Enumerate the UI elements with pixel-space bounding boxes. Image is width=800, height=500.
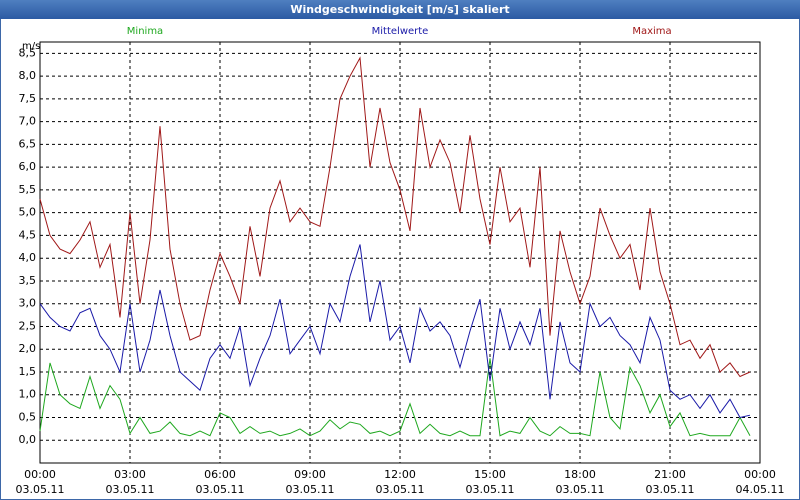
y-tick-label: 2,5 xyxy=(19,319,37,332)
x-tick-label: 12:00 xyxy=(384,468,416,481)
x-tick-label: 21:00 xyxy=(654,468,686,481)
y-tick-label: 6,5 xyxy=(19,137,37,150)
x-tick-date: 03.05.11 xyxy=(16,483,65,496)
y-tick-label: 2,0 xyxy=(19,342,37,355)
x-tick-label: 18:00 xyxy=(564,468,596,481)
y-tick-label: 0,0 xyxy=(19,433,37,446)
x-tick-date: 03.05.11 xyxy=(106,483,155,496)
series-line xyxy=(39,56,751,378)
x-tick-date: 03.05.11 xyxy=(466,483,515,496)
y-tick-label: 7,5 xyxy=(19,92,37,105)
y-tick-label: 8,5 xyxy=(19,46,37,59)
legend-entry: Minima xyxy=(127,26,163,37)
x-tick-date: 03.05.11 xyxy=(376,483,425,496)
x-tick-label: 00:00 xyxy=(24,468,56,481)
x-tick-date: 03.05.11 xyxy=(286,483,335,496)
x-tick-label: 03:00 xyxy=(114,468,146,481)
x-tick-label: 06:00 xyxy=(204,468,236,481)
x-tick-label: 09:00 xyxy=(294,468,326,481)
y-tick-label: 7,0 xyxy=(19,115,37,128)
y-tick-label: 4,5 xyxy=(19,228,37,241)
x-tick-label: 15:00 xyxy=(474,468,506,481)
chart-title: Windgeschwindigkeit [m/s] skaliert xyxy=(290,3,509,16)
x-tick-label: 00:00 xyxy=(744,468,776,481)
title-bar xyxy=(0,0,800,19)
series-line xyxy=(39,244,751,419)
y-tick-label: 0,5 xyxy=(19,410,37,423)
y-tick-label: 5,5 xyxy=(19,183,37,196)
x-tick-date: 03.05.11 xyxy=(556,483,605,496)
y-tick-label: 3,5 xyxy=(19,274,37,287)
y-tick-label: 8,0 xyxy=(19,69,37,82)
legend-entry: Mittelwerte xyxy=(372,26,429,37)
y-tick-label: 5,0 xyxy=(19,206,37,219)
y-tick-label: 4,0 xyxy=(19,251,37,264)
x-tick-date: 03.05.11 xyxy=(646,483,695,496)
y-tick-label: 3,0 xyxy=(19,297,37,310)
y-axis-unit: m/s xyxy=(22,41,40,52)
y-tick-label: 1,5 xyxy=(19,365,37,378)
x-tick-date: 04.05.11 xyxy=(736,483,785,496)
y-tick-label: 1,0 xyxy=(19,388,37,401)
x-tick-date: 03.05.11 xyxy=(196,483,245,496)
series-line xyxy=(39,358,751,437)
legend-entry: Maxima xyxy=(632,26,671,37)
y-tick-label: 6,0 xyxy=(19,160,37,173)
